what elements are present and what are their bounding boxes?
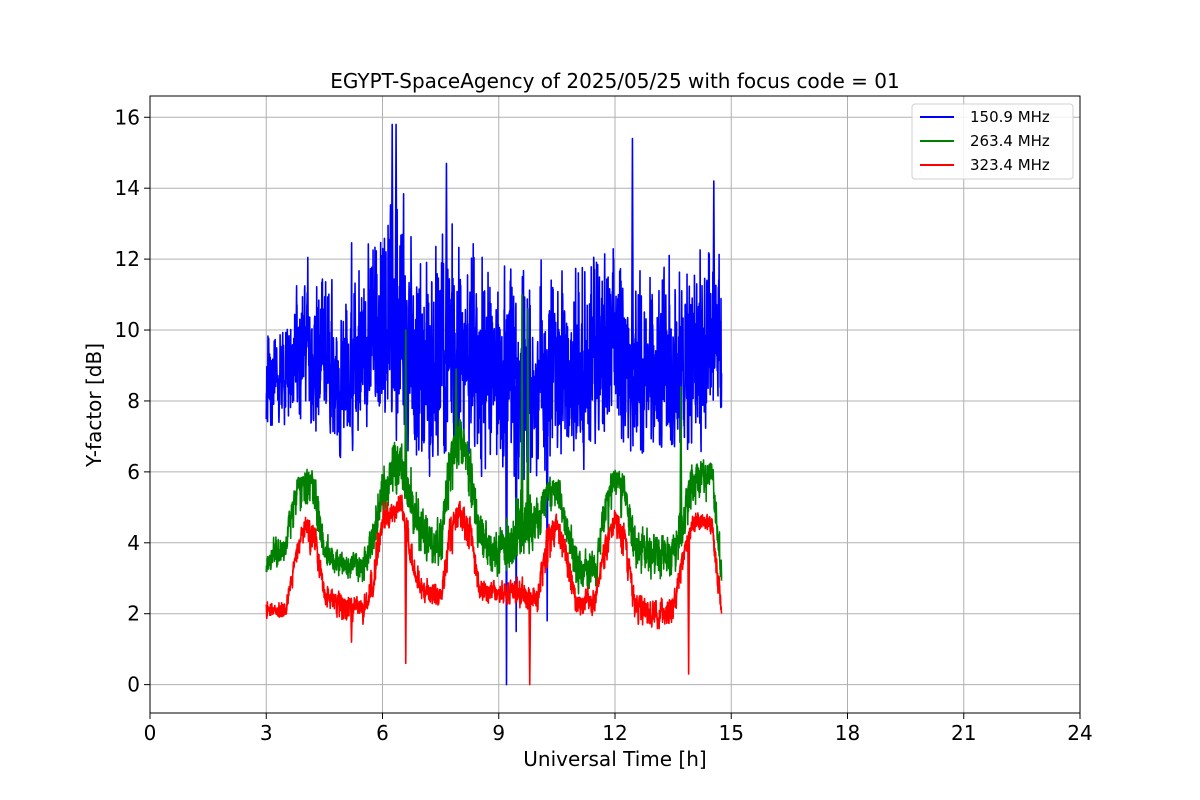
x-axis: 0 3 6 9 12 15 18 21 24 (144, 713, 1093, 745)
y-tick-label: 4 (127, 531, 140, 555)
x-tick-label: 0 (144, 721, 157, 745)
legend-entry: 323.4 MHz (970, 156, 1050, 174)
series-layer (265, 123, 723, 686)
series-line-1 (265, 293, 723, 595)
y-tick-label: 2 (127, 602, 140, 626)
y-tick-label: 8 (127, 389, 140, 413)
x-tick-label: 21 (951, 721, 976, 745)
y-axis: 0 2 4 6 8 10 12 14 16 (115, 105, 150, 697)
legend: 150.9 MHz 263.4 MHz 323.4 MHz (911, 103, 1074, 180)
series-line-2 (265, 494, 723, 686)
x-tick-label: 12 (602, 721, 627, 745)
x-tick-label: 24 (1067, 721, 1092, 745)
legend-entry: 150.9 MHz (970, 108, 1050, 126)
y-axis-label: Y-factor [dB] (82, 343, 106, 468)
y-tick-label: 16 (115, 105, 140, 129)
x-tick-label: 18 (835, 721, 860, 745)
legend-box (911, 103, 1074, 180)
legend-entry: 263.4 MHz (970, 132, 1050, 150)
x-tick-label: 6 (376, 721, 389, 745)
y-tick-label: 14 (115, 176, 140, 200)
series-line-0 (265, 123, 723, 686)
chart-title: EGYPT-SpaceAgency of 2025/05/25 with foc… (330, 69, 899, 93)
y-tick-label: 0 (127, 673, 140, 697)
x-tick-label: 9 (492, 721, 505, 745)
x-tick-label: 3 (260, 721, 273, 745)
y-tick-label: 10 (115, 318, 140, 342)
x-axis-label: Universal Time [h] (523, 747, 706, 771)
y-tick-label: 12 (115, 247, 140, 271)
grid (149, 96, 1081, 713)
y-tick-label: 6 (127, 460, 140, 484)
x-tick-label: 15 (719, 721, 744, 745)
